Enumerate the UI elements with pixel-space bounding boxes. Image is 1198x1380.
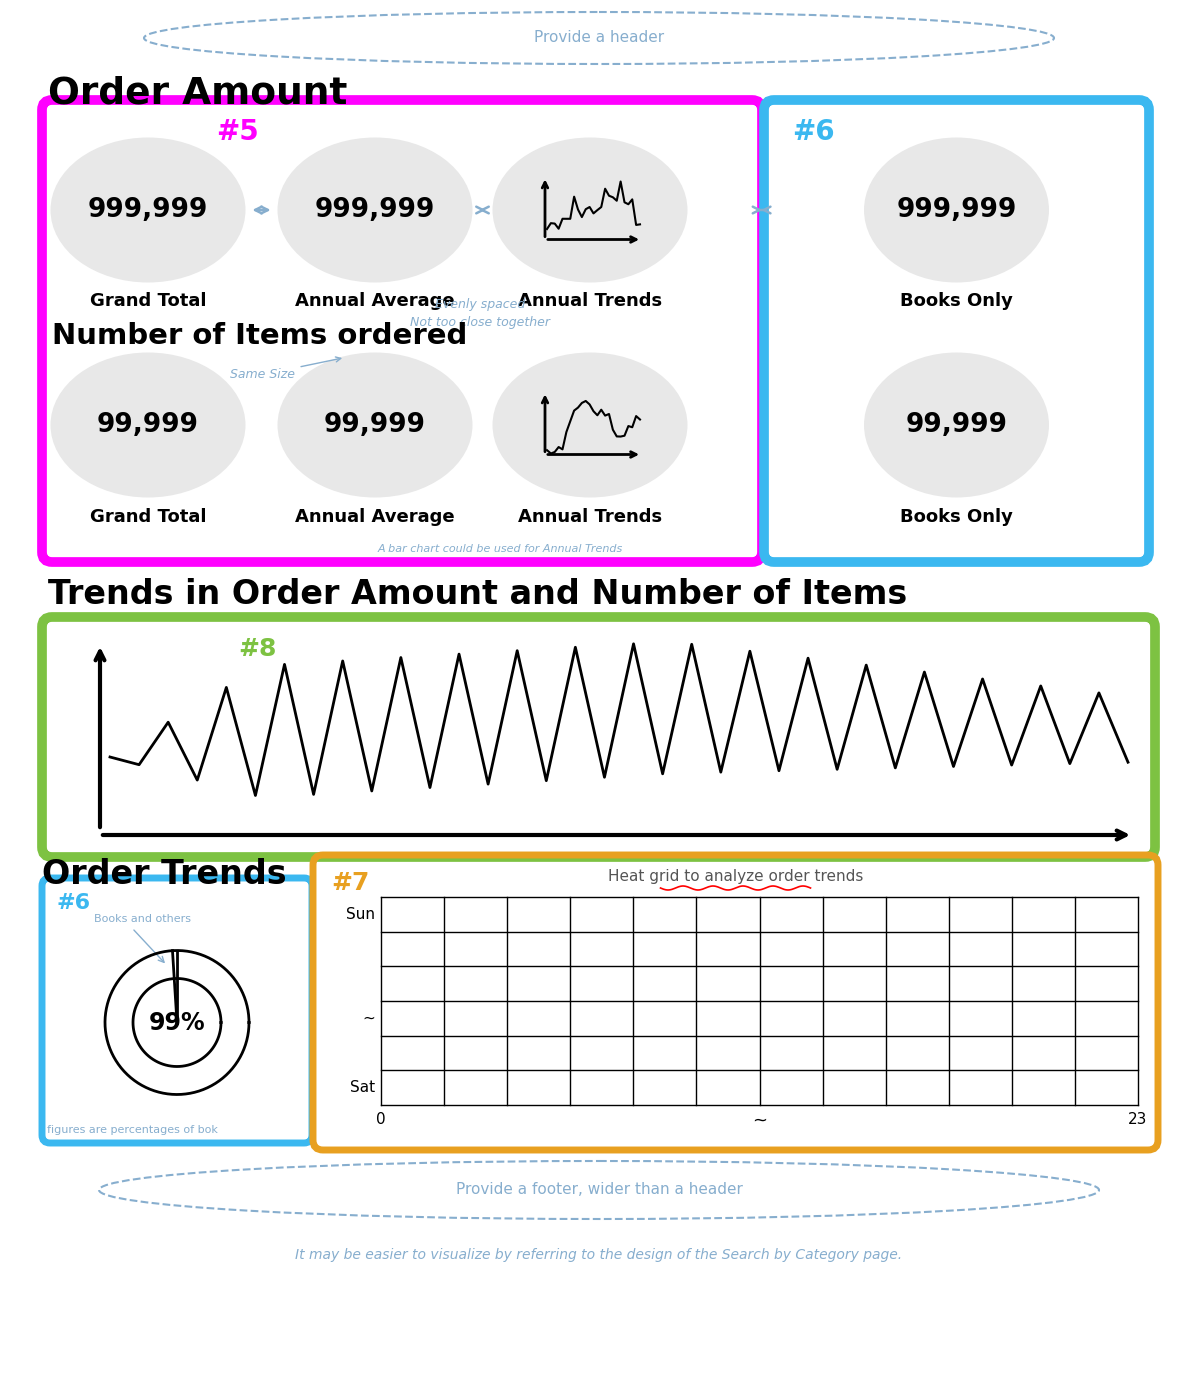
Ellipse shape [50, 352, 246, 498]
Text: Annual Average: Annual Average [295, 508, 455, 526]
Text: 99,999: 99,999 [906, 413, 1008, 437]
Text: Evenly spaced: Evenly spaced [435, 298, 525, 310]
Ellipse shape [278, 138, 472, 283]
Ellipse shape [278, 352, 472, 498]
Text: figures are percentages of bo⁠k: figures are percentages of bo⁠k [47, 1125, 218, 1134]
Text: #8: #8 [238, 638, 277, 661]
Text: #7: #7 [331, 871, 369, 896]
Text: Annual Trends: Annual Trends [518, 508, 662, 526]
Text: 99%: 99% [149, 1010, 205, 1035]
Text: Grand Total: Grand Total [90, 508, 206, 526]
Text: Trends in Order Amount and Number of Items: Trends in Order Amount and Number of Ite… [48, 578, 907, 611]
Text: Order Trends: Order Trends [42, 858, 286, 891]
Text: Same Size: Same Size [230, 357, 340, 381]
Text: Books Only: Books Only [900, 508, 1014, 526]
Text: Annual Average: Annual Average [295, 293, 455, 310]
Text: 999,999: 999,999 [87, 197, 208, 224]
Text: 99,999: 99,999 [97, 413, 199, 437]
Text: 0: 0 [376, 1112, 386, 1127]
Text: It may be easier to visualize by referring to the design of the Search by Catego: It may be easier to visualize by referri… [296, 1248, 902, 1261]
Ellipse shape [492, 352, 688, 498]
Text: 999,999: 999,999 [896, 197, 1017, 224]
Text: Heat grid to analyze order trends: Heat grid to analyze order trends [607, 869, 864, 885]
Text: Number of Items ordered: Number of Items ordered [52, 322, 467, 351]
Ellipse shape [492, 138, 688, 283]
Text: ~: ~ [752, 1112, 767, 1130]
Text: Order Amount: Order Amount [48, 75, 347, 110]
Ellipse shape [50, 138, 246, 283]
Text: Books Only: Books Only [900, 293, 1014, 310]
Text: #6: #6 [58, 893, 91, 914]
Text: 23: 23 [1129, 1112, 1148, 1127]
Text: 99,999: 99,999 [323, 413, 426, 437]
Text: Annual Trends: Annual Trends [518, 293, 662, 310]
Ellipse shape [864, 352, 1049, 498]
Text: Sun: Sun [346, 907, 375, 922]
Text: Grand Total: Grand Total [90, 293, 206, 310]
Text: A bar chart could be used for Annual Trends: A bar chart could be used for Annual Tre… [377, 544, 623, 553]
Text: Not too close together: Not too close together [410, 316, 550, 328]
Text: #6: #6 [792, 119, 835, 146]
Text: #5: #5 [216, 119, 259, 146]
Text: Provide a footer, wider than a header: Provide a footer, wider than a header [455, 1183, 743, 1198]
Text: 999,999: 999,999 [315, 197, 435, 224]
Ellipse shape [864, 138, 1049, 283]
Text: Books and others: Books and others [93, 914, 190, 925]
Text: ~: ~ [362, 1010, 375, 1025]
Text: Sat: Sat [350, 1081, 375, 1096]
Text: Provide a header: Provide a header [534, 30, 664, 46]
